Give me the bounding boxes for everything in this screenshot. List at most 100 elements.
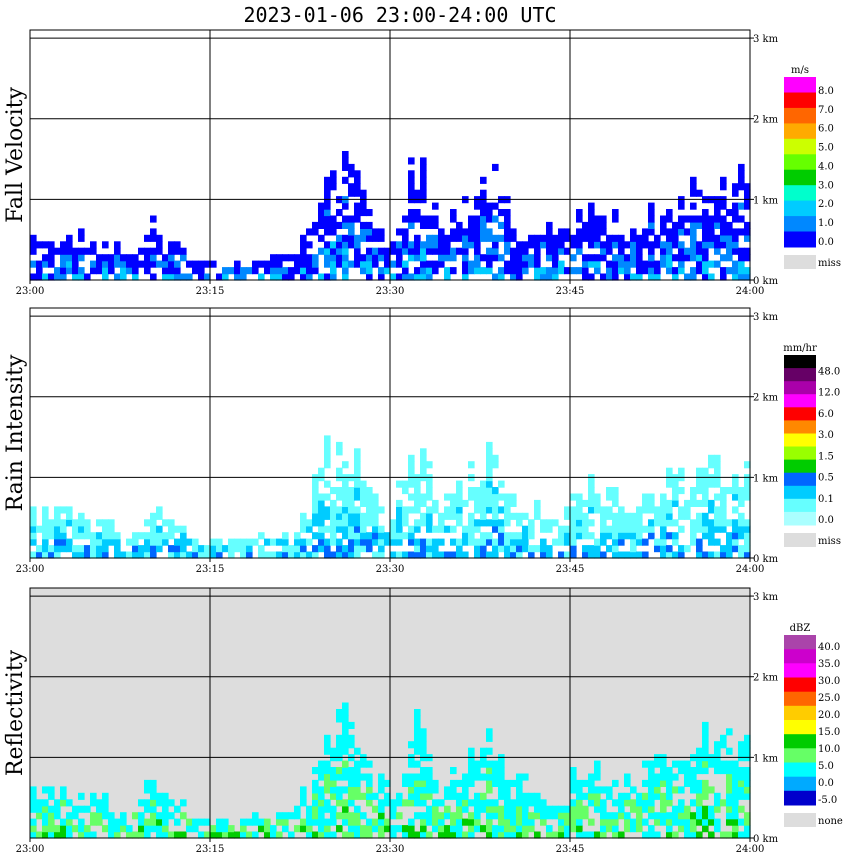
echo-cell <box>102 812 109 820</box>
echo-cell <box>294 812 301 820</box>
echo-cell <box>486 461 493 469</box>
echo-cell <box>576 792 583 800</box>
echo-cell <box>438 825 445 833</box>
echo-cell <box>528 260 535 268</box>
echo-cell <box>336 234 343 242</box>
echo-cell <box>414 709 421 717</box>
echo-cell <box>636 805 643 813</box>
echo-cell <box>714 454 721 462</box>
echo-cell <box>570 786 577 794</box>
echo-cell <box>594 506 601 514</box>
echo-cell <box>744 228 751 236</box>
echo-cell <box>600 831 607 839</box>
echo-cell <box>408 786 415 794</box>
echo-cell <box>462 792 469 800</box>
echo-cell <box>540 273 547 281</box>
echo-cell <box>588 228 595 236</box>
echo-cell <box>306 818 313 826</box>
echo-cell <box>258 260 265 268</box>
echo-cell <box>432 805 439 813</box>
echo-cell <box>336 441 343 449</box>
echo-cell <box>720 760 727 768</box>
echo-cell <box>480 551 487 559</box>
time-tick-label: 23:45 <box>556 564 585 575</box>
echo-cell <box>420 734 427 742</box>
echo-cell <box>348 831 355 839</box>
echo-cell <box>414 241 421 249</box>
echo-cell <box>450 831 457 839</box>
echo-cell <box>528 254 535 262</box>
echo-cell <box>468 825 475 833</box>
echo-cell <box>138 545 145 553</box>
echo-cell <box>354 461 361 469</box>
echo-cell <box>558 532 565 540</box>
echo-cell <box>660 767 667 775</box>
echo-cell <box>456 831 463 839</box>
echo-cell <box>486 267 493 275</box>
echo-cell <box>588 779 595 787</box>
echo-cell <box>360 209 367 217</box>
echo-cell <box>438 551 445 559</box>
echo-cell <box>246 831 253 839</box>
echo-cell <box>666 215 673 223</box>
echo-cell <box>636 532 643 540</box>
echo-cell <box>456 519 463 527</box>
echo-cell <box>480 532 487 540</box>
echo-cell <box>636 260 643 268</box>
echo-cell <box>444 234 451 242</box>
echo-cell <box>666 480 673 488</box>
echo-cell <box>330 215 337 223</box>
echo-cell <box>408 273 415 281</box>
echo-cell <box>456 799 463 807</box>
echo-cell <box>138 551 145 559</box>
echo-cell <box>114 551 121 559</box>
echo-cell <box>642 267 649 275</box>
echo-cell <box>420 157 427 165</box>
echo-cell <box>408 183 415 191</box>
echo-cell <box>738 767 745 775</box>
echo-cell <box>702 254 709 262</box>
echo-cell <box>696 792 703 800</box>
echo-cell <box>372 260 379 268</box>
echo-cell <box>60 786 67 794</box>
echo-cell <box>528 799 535 807</box>
echo-cell <box>732 480 739 488</box>
echo-cell <box>378 267 385 275</box>
echo-cell <box>90 812 97 820</box>
echo-cell <box>666 767 673 775</box>
echo-cell <box>702 741 709 749</box>
echo-cell <box>486 448 493 456</box>
echo-cell <box>390 273 397 281</box>
echo-cell <box>498 254 505 262</box>
echo-cell <box>408 741 415 749</box>
echo-cell <box>492 202 499 210</box>
echo-cell <box>612 260 619 268</box>
echo-cell <box>60 818 67 826</box>
echo-cell <box>222 825 229 833</box>
echo-cell <box>636 525 643 533</box>
echo-cell <box>654 792 661 800</box>
echo-cell <box>414 545 421 553</box>
echo-cell <box>450 228 457 236</box>
echo-cell <box>480 499 487 507</box>
echo-cell <box>294 267 301 275</box>
echo-cell <box>702 228 709 236</box>
echo-cell <box>36 805 43 813</box>
echo-cell <box>462 228 469 236</box>
echo-cell <box>690 202 697 210</box>
echo-cell <box>744 551 751 559</box>
echo-cell <box>558 805 565 813</box>
echo-cell <box>648 254 655 262</box>
time-tick-label: 24:00 <box>736 286 765 297</box>
echo-cell <box>168 551 175 559</box>
echo-cell <box>360 493 367 501</box>
echo-cell <box>294 254 301 262</box>
time-tick-label: 23:45 <box>556 844 585 855</box>
echo-cell <box>522 532 529 540</box>
echo-cell <box>522 799 529 807</box>
echo-cell <box>318 215 325 223</box>
echo-cell <box>312 818 319 826</box>
echo-cell <box>474 493 481 501</box>
echo-cell <box>90 792 97 800</box>
